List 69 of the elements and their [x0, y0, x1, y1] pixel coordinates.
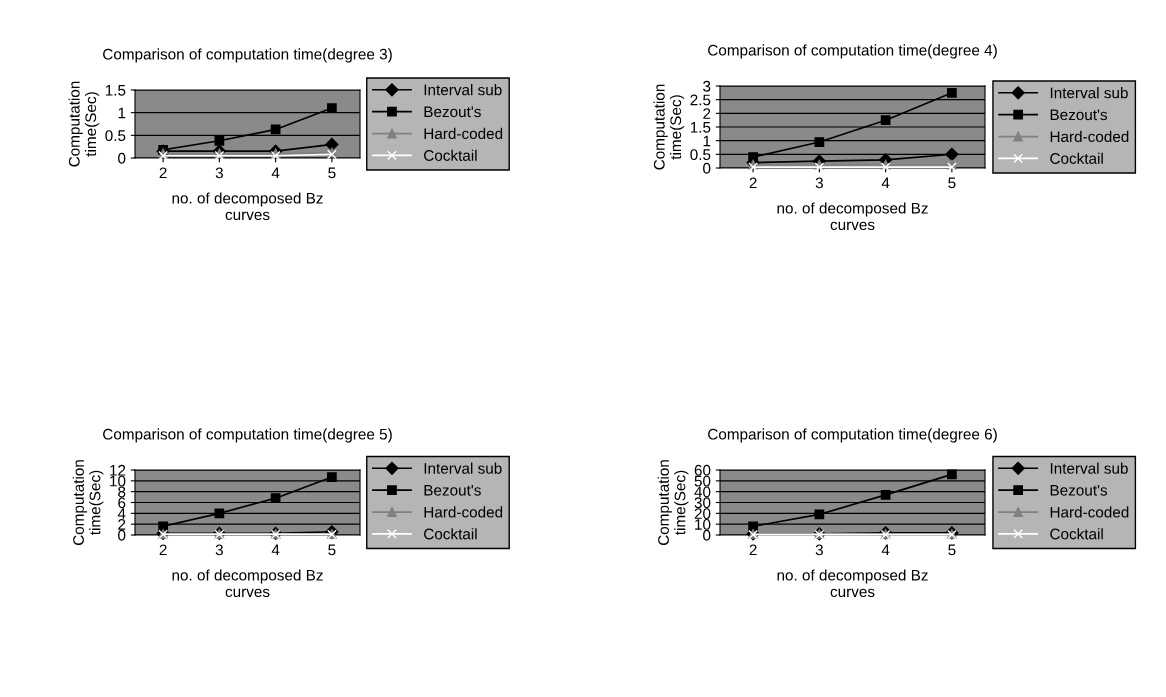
x-tick-label: 2 [159, 167, 167, 179]
y-tick-label: 4 [117, 508, 126, 519]
x-tick-label: 3 [215, 167, 223, 179]
y-tick-label: 0 [118, 152, 126, 164]
legend-label: Interval sub [424, 462, 502, 474]
y-tick-label: 0 [703, 162, 711, 174]
y-axis-title: Computation time(Sec) [68, 81, 100, 167]
legend-label: Interval sub [424, 84, 502, 96]
x-tick-label: 5 [948, 544, 956, 556]
chart-title: Comparison of computation time(degree 5) [103, 428, 392, 443]
y-tick-label: 0 [118, 529, 126, 541]
y-tick-label: 50 [694, 475, 711, 487]
x-axis-title: no. of decomposed Bz curves [777, 569, 928, 598]
y-tick-label: 12 [110, 464, 126, 476]
legend-label: Bezout's [424, 106, 481, 118]
legend-label: Bezout's [424, 485, 481, 496]
y-axis-title: Computation time(Sec) [653, 84, 685, 170]
y-axis-title: Computation time(Sec) [657, 460, 689, 546]
x-axis-title: no. of decomposed Bz curves [172, 192, 323, 221]
y-tick-label: 0.5 [105, 130, 126, 142]
chart-title: Comparison of computation time(degree 3) [103, 48, 392, 63]
y-tick-label: 3 [703, 80, 711, 92]
x-tick-label: 4 [881, 544, 890, 556]
x-tick-label: 3 [815, 177, 823, 189]
y-tick-label: 2 [118, 519, 126, 530]
x-axis-title: no. of decomposed Bz curves [777, 202, 928, 231]
y-tick-label: 10 [695, 519, 711, 530]
y-tick-label: 30 [694, 497, 711, 509]
legend-label: Hard-coded [424, 506, 503, 518]
y-tick-label: 60 [694, 464, 711, 476]
x-tick-label: 2 [749, 177, 757, 189]
legend-label: Interval sub [1050, 87, 1128, 99]
chart-title: Comparison of computation time(degree 6) [708, 428, 997, 443]
y-tick-label: 1.5 [690, 122, 711, 133]
y-tick-label: 20 [694, 508, 711, 520]
x-tick-label: 2 [749, 544, 757, 556]
legend-label: Cocktail [1050, 528, 1103, 540]
legend-label: Hard-coded [1050, 506, 1129, 518]
y-tick-label: 0 [703, 529, 711, 541]
legend-label: Cocktail [424, 528, 477, 540]
y-axis-title: Computation time(Sec) [72, 460, 104, 546]
x-tick-label: 5 [328, 544, 336, 556]
x-tick-label: 3 [815, 544, 823, 556]
y-tick-label: 1 [118, 107, 126, 119]
x-tick-label: 4 [271, 167, 280, 179]
y-tick-label: 1.5 [105, 85, 126, 96]
legend-label: Interval sub [1050, 462, 1128, 474]
x-tick-label: 3 [215, 544, 223, 556]
x-tick-label: 5 [328, 167, 336, 179]
y-tick-label: 2.5 [690, 94, 711, 106]
x-axis-title: no. of decomposed Bz curves [172, 569, 323, 598]
x-tick-label: 2 [159, 544, 167, 556]
legend-label: Hard-coded [1050, 130, 1129, 143]
y-tick-label: 40 [694, 486, 711, 498]
legend-label: Cocktail [1050, 152, 1103, 164]
y-tick-label: 10 [110, 475, 126, 487]
legend-label: Hard-coded [424, 127, 503, 140]
y-tick-label: 8 [118, 486, 126, 498]
y-tick-label: 0.5 [690, 149, 711, 161]
y-tick-label: 1 [703, 135, 711, 147]
legend-label: Bezout's [1050, 109, 1108, 121]
x-tick-label: 5 [948, 177, 956, 189]
chart-title: Comparison of computation time(degree 4) [708, 44, 997, 59]
x-tick-label: 4 [271, 544, 280, 556]
x-tick-label: 4 [881, 177, 890, 189]
y-tick-label: 2 [703, 108, 711, 119]
legend-label: Cocktail [424, 149, 477, 161]
y-tick-label: 6 [118, 497, 126, 509]
legend-label: Bezout's [1050, 485, 1108, 496]
